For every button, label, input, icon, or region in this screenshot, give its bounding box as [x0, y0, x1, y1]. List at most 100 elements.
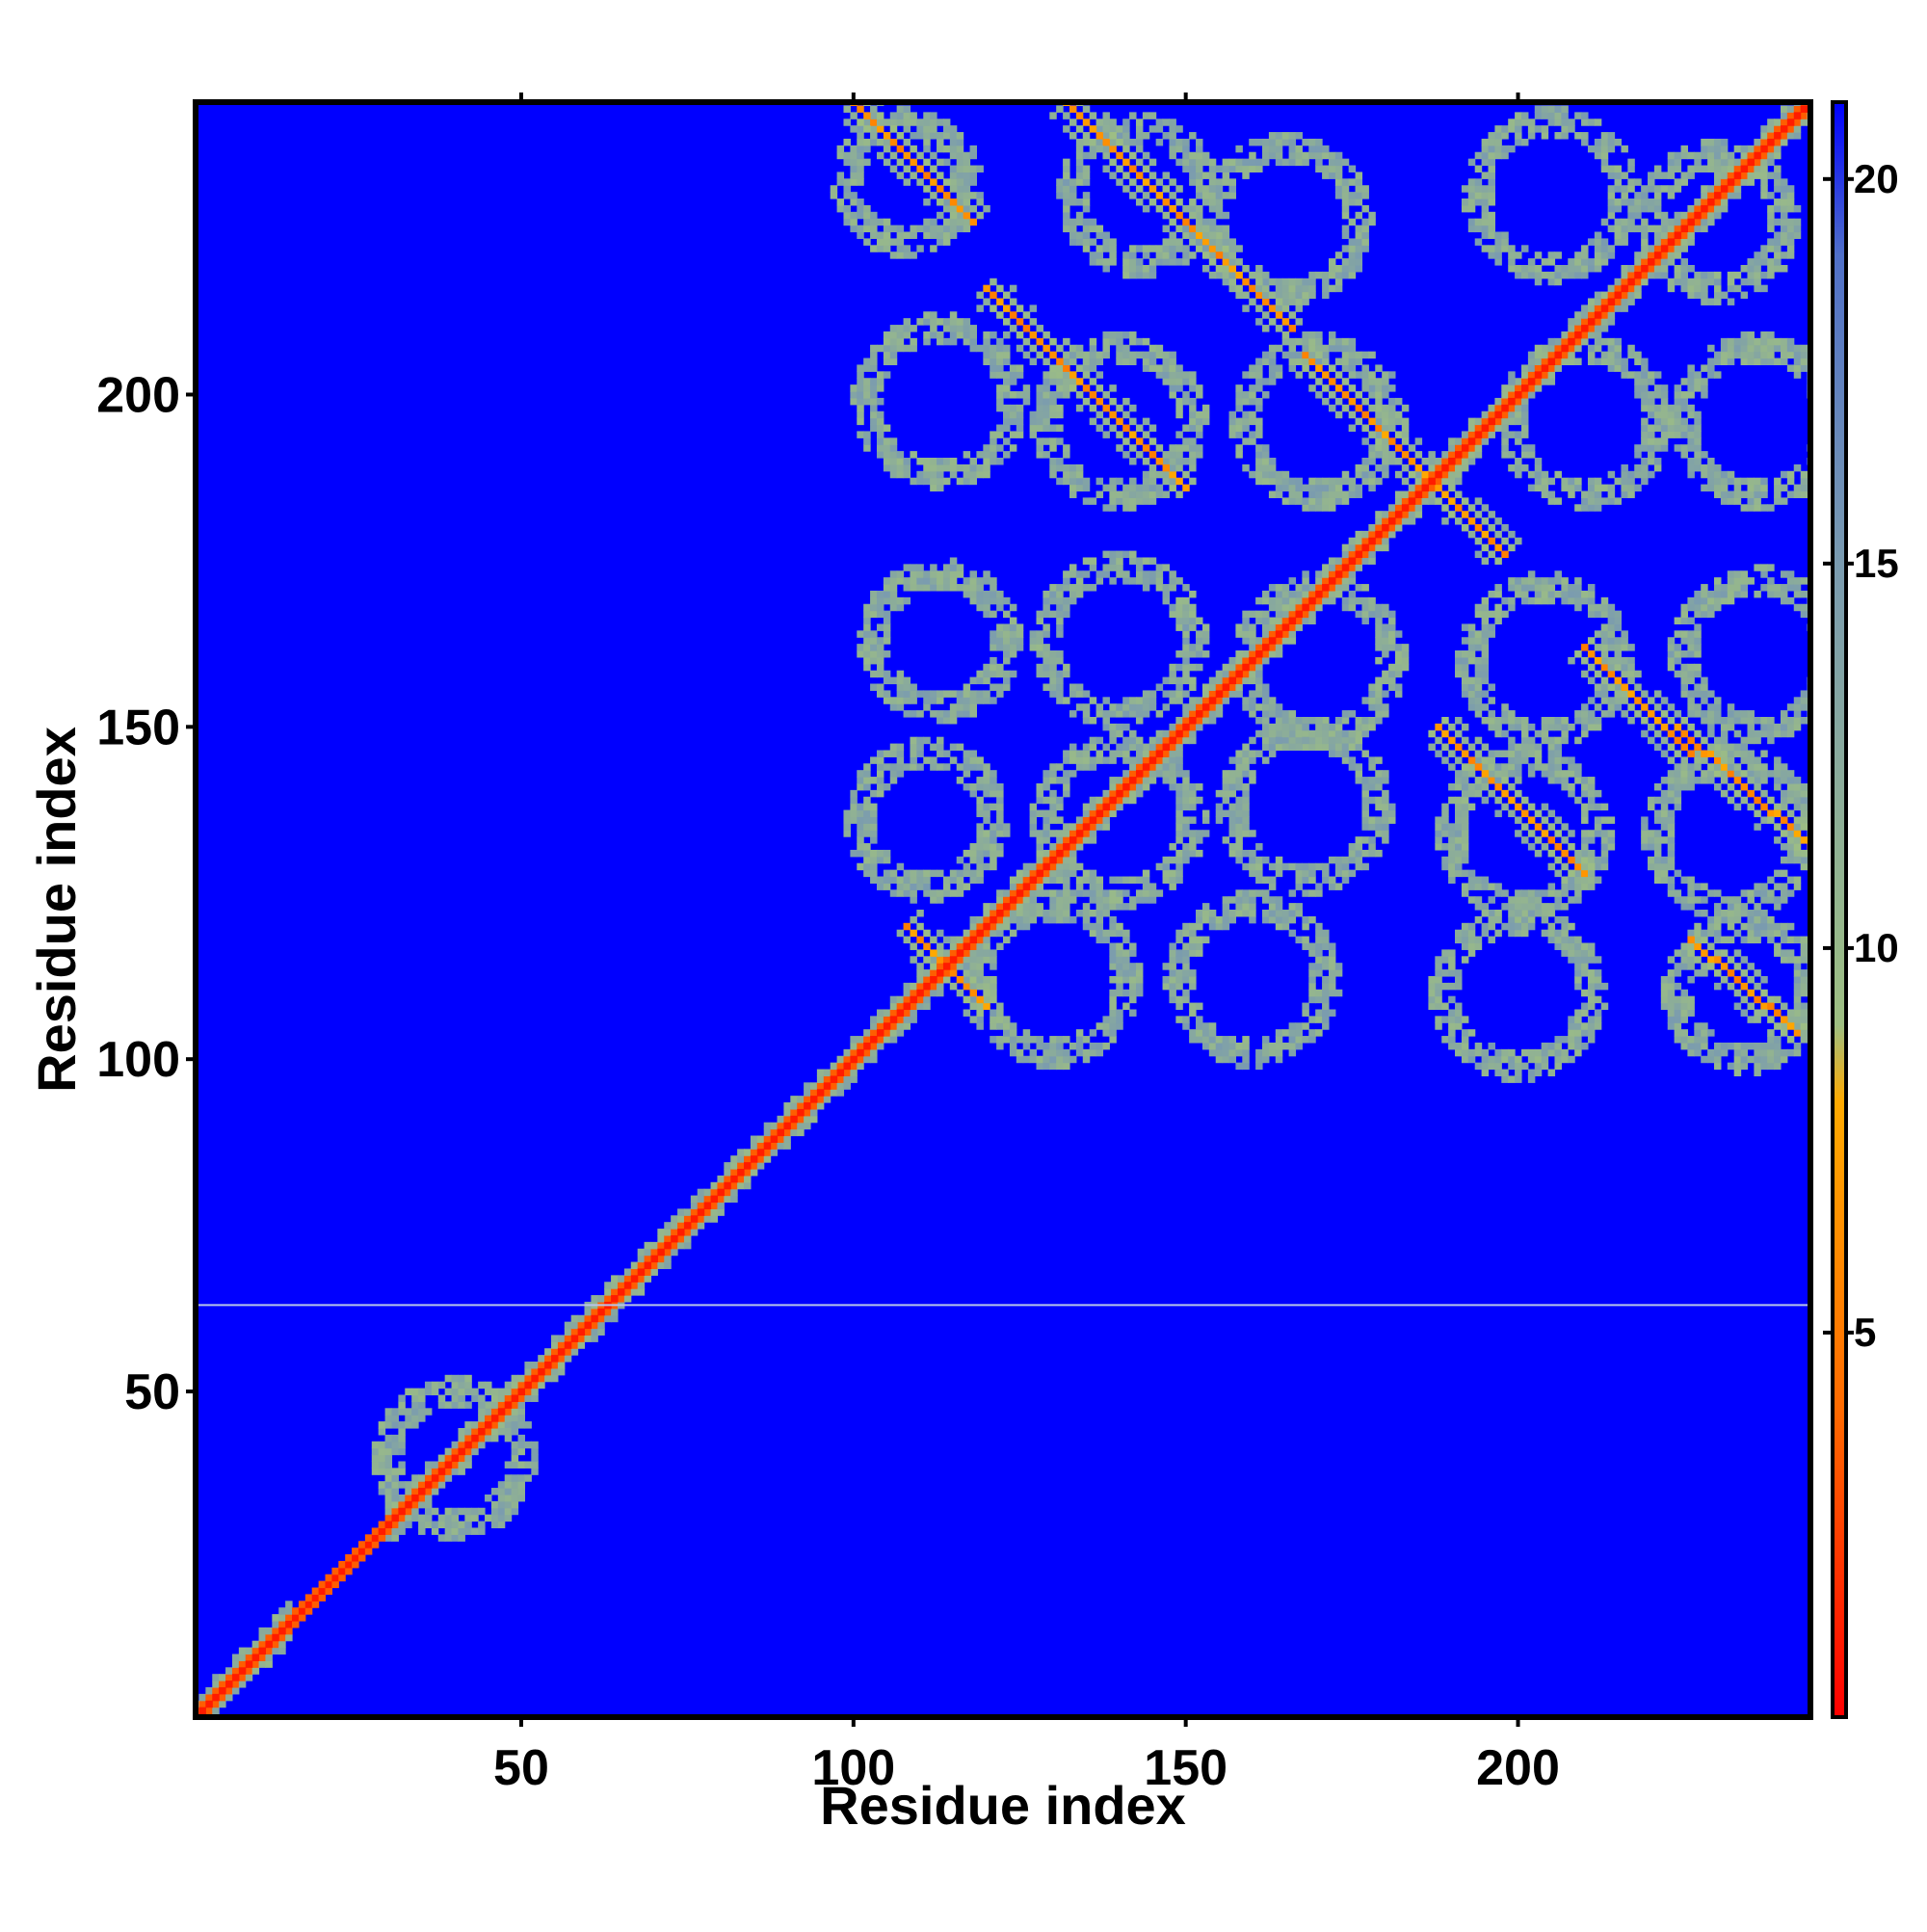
heatmap-cell	[771, 1142, 778, 1149]
heatmap-cell	[1182, 152, 1189, 159]
heatmap-cell	[1342, 744, 1349, 751]
heatmap-cell	[1694, 710, 1701, 717]
heatmap-cell	[1402, 405, 1409, 411]
heatmap-cell	[411, 1515, 418, 1522]
heatmap-cell	[1382, 623, 1388, 630]
heatmap-cell	[1003, 677, 1010, 684]
heatmap-cell	[512, 1382, 518, 1389]
heatmap-cell	[1382, 777, 1388, 783]
heatmap-cell	[1043, 418, 1049, 425]
heatmap-cell	[1574, 717, 1581, 724]
heatmap-cell	[1329, 744, 1335, 751]
heatmap-cell	[1728, 352, 1734, 358]
heatmap-cell	[1375, 464, 1382, 471]
heatmap-cell	[964, 152, 970, 159]
heatmap-cell	[1687, 285, 1694, 292]
heatmap-cell	[1535, 464, 1542, 471]
heatmap-cell	[1588, 352, 1595, 358]
heatmap-cell	[890, 444, 897, 451]
heatmap-cell	[405, 1481, 411, 1488]
heatmap-cell	[1342, 857, 1349, 863]
heatmap-cell	[1189, 797, 1196, 804]
heatmap-cell	[870, 245, 877, 251]
heatmap-cell	[1382, 611, 1388, 618]
heatmap-cell	[1282, 630, 1289, 637]
heatmap-cell	[1707, 139, 1714, 146]
heatmap-cell	[843, 219, 850, 225]
heatmap-cell	[1435, 843, 1441, 850]
heatmap-cell	[937, 331, 943, 338]
heatmap-cell	[1494, 777, 1501, 783]
heatmap-cell	[1302, 345, 1308, 352]
heatmap-cell	[1335, 285, 1342, 292]
heatmap-cell	[964, 697, 970, 703]
heatmap-cell	[950, 205, 957, 212]
heatmap-cell	[957, 325, 964, 331]
heatmap-cell	[1515, 378, 1521, 384]
heatmap-cell	[1687, 444, 1694, 451]
heatmap-cell	[1409, 504, 1415, 511]
heatmap-cell	[1395, 644, 1402, 650]
heatmap-cell	[1315, 345, 1322, 352]
heatmap-cell	[1760, 125, 1767, 132]
heatmap-cell	[1701, 192, 1707, 198]
heatmap-cell	[1016, 411, 1023, 418]
heatmap-cell	[724, 1162, 730, 1169]
heatmap-cell	[1109, 877, 1116, 884]
heatmap-cell	[1163, 564, 1170, 570]
heatmap-cell	[1083, 352, 1090, 358]
heatmap-cell	[964, 710, 970, 717]
heatmap-cell	[1096, 125, 1103, 132]
heatmap-cell	[1375, 384, 1382, 391]
heatmap-cell	[870, 405, 877, 411]
heatmap-cell	[1654, 411, 1661, 418]
heatmap-cell	[831, 1063, 837, 1070]
heatmap-cell	[1681, 677, 1688, 684]
heatmap-cell	[1561, 485, 1568, 491]
heatmap-cell	[1202, 650, 1209, 657]
heatmap-cell	[837, 152, 844, 159]
heatmap-cell	[1774, 338, 1781, 345]
heatmap-cell	[1482, 623, 1489, 630]
heatmap-cell	[1242, 797, 1249, 804]
heatmap-cell	[1728, 358, 1734, 365]
heatmap-cell	[1076, 877, 1083, 884]
heatmap-cell	[1063, 664, 1069, 671]
heatmap-cell	[425, 1468, 432, 1474]
heatmap-cell	[1641, 238, 1648, 245]
heatmap-cell	[1707, 185, 1714, 192]
heatmap-cell	[923, 464, 930, 471]
heatmap-cell	[1102, 232, 1109, 239]
heatmap-cell	[824, 1075, 831, 1082]
heatmap-cell	[1382, 790, 1388, 797]
heatmap-cell	[1023, 384, 1030, 391]
heatmap-cell	[996, 684, 1003, 691]
heatmap-cell	[1010, 637, 1016, 644]
heatmap-cell	[804, 1082, 810, 1089]
heatmap-cell	[1235, 451, 1242, 458]
heatmap-cell	[1356, 198, 1362, 205]
heatmap-cell	[1090, 251, 1096, 258]
heatmap-cell	[1648, 405, 1654, 411]
heatmap-cell	[1542, 364, 1548, 371]
heatmap-cell	[198, 1694, 205, 1701]
heatmap-cell	[239, 1660, 246, 1667]
heatmap-cell	[524, 1362, 531, 1368]
heatmap-cell	[1468, 418, 1475, 425]
heatmap-cell	[1767, 591, 1774, 597]
heatmap-cell	[1681, 272, 1688, 278]
heatmap-cell	[923, 139, 930, 146]
heatmap-cell	[1342, 159, 1349, 166]
heatmap-cell	[1634, 292, 1641, 299]
heatmap-cell	[1003, 644, 1010, 650]
heatmap-cell	[1468, 451, 1475, 458]
heatmap-cell	[1482, 611, 1489, 618]
heatmap-cell	[1781, 119, 1787, 125]
heatmap-cell	[1016, 391, 1023, 398]
heatmap-cell	[491, 1421, 498, 1428]
heatmap-cell	[810, 1109, 817, 1116]
heatmap-cell	[1687, 411, 1694, 418]
heatmap-cell	[1774, 730, 1781, 737]
heatmap-cell	[1315, 597, 1322, 604]
heatmap-cell	[1388, 504, 1395, 511]
